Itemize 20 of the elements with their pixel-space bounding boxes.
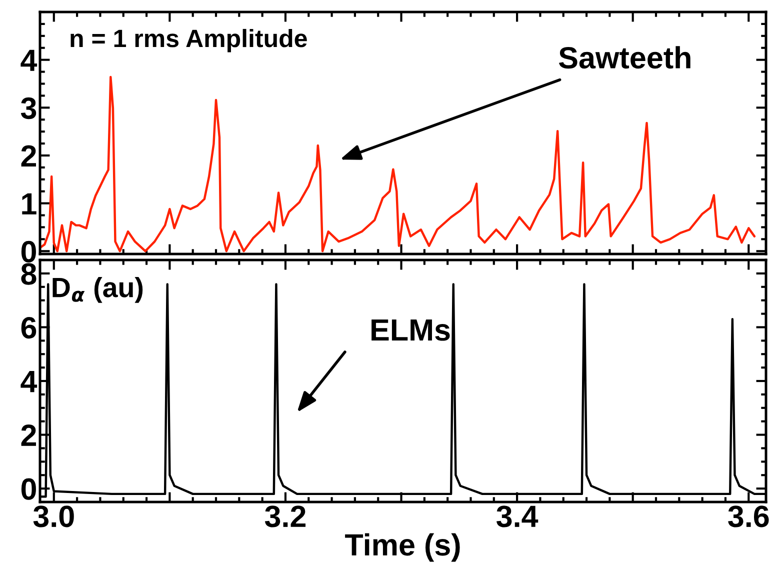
line-series	[40, 76, 756, 252]
y-tick-label: 8	[21, 263, 36, 285]
y-tick-label: 3	[20, 97, 36, 120]
x-tick-label: 3.4	[496, 506, 538, 528]
x-tick-label: 3.2	[264, 506, 306, 528]
annotation: ELMs	[372, 319, 450, 341]
y-tick-label: 4	[20, 371, 38, 392]
y-tick-label: 2	[21, 145, 36, 167]
y-tick-label: 4	[20, 50, 38, 71]
annotation: D$_{α}$ (au)	[52, 276, 143, 303]
annotation: Sawteeth	[558, 46, 690, 69]
annotation: n = 1 rms Amplitude	[70, 28, 307, 52]
y-tick-label: 1	[22, 193, 36, 214]
x-tick-label: 3.6	[728, 506, 769, 528]
y-tick-label: 0	[21, 478, 36, 500]
x-tick-label: 3.0	[33, 506, 74, 528]
y-tick-label: 0	[21, 240, 36, 263]
y-tick-label: 6	[21, 316, 36, 339]
x-axis-title: Time (s)	[345, 533, 460, 562]
y-tick-label: 2	[21, 424, 36, 446]
